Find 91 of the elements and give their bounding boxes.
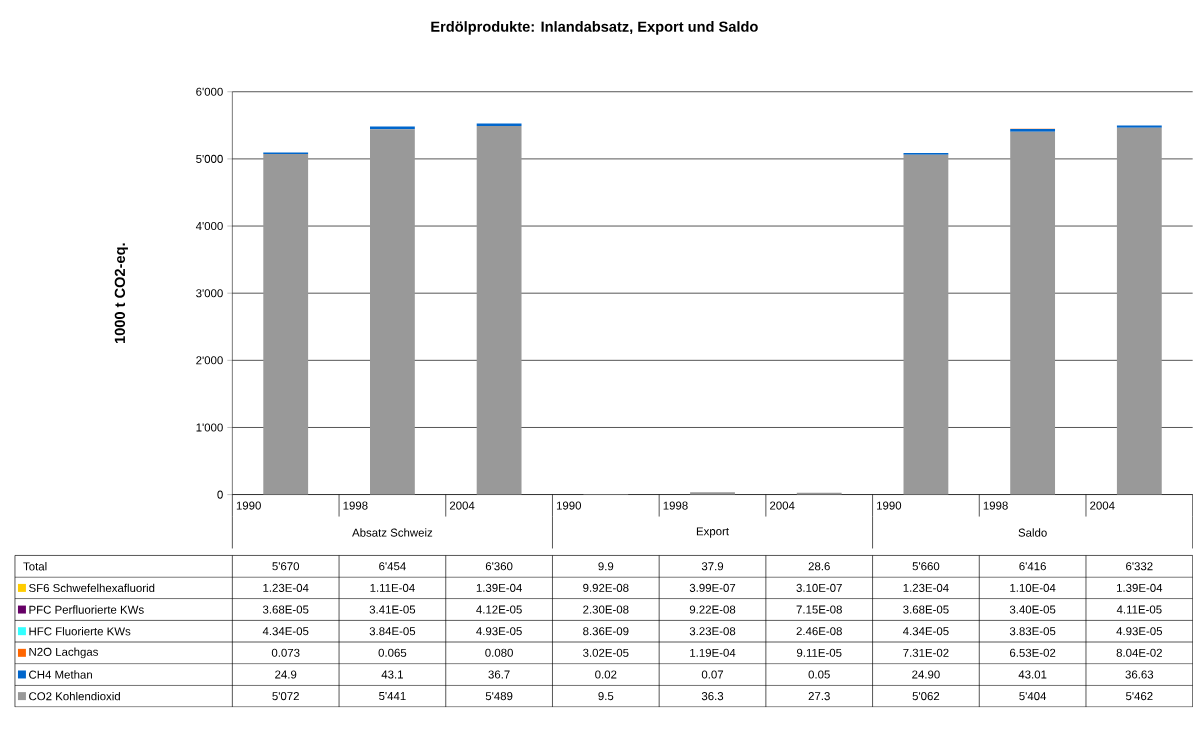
data-label: 1.39E-04 (476, 583, 522, 592)
legend-label: HFC Fluorierte KWs (29, 627, 131, 636)
data-label: 1.10E-04 (1010, 583, 1056, 592)
data-label: 6.53E-02 (1010, 648, 1056, 657)
data-label: 4.11E-05 (1116, 605, 1162, 614)
data-label: 0.065 (378, 648, 407, 657)
x-tick-label: 2004 (449, 501, 475, 510)
legend-label: SF6 Schwefelhexafluorid (29, 583, 155, 593)
data-label: 5'062 (912, 692, 940, 701)
data-label: 43.1 (381, 670, 403, 679)
y-tick-label: 0 (217, 490, 223, 499)
data-label: 36.3 (701, 692, 724, 701)
data-label: 2.46E-08 (796, 627, 842, 636)
data-label: 43.01 (1018, 670, 1047, 679)
text: 9.9 (598, 562, 614, 571)
y-tick-label: 1'000 (196, 423, 223, 432)
data-label: 9.92E-08 (583, 583, 629, 592)
data-label: 9.11E-05 (796, 648, 842, 657)
x-tick-label: 2004 (1090, 501, 1115, 510)
data-label: 4.34E-05 (902, 627, 949, 636)
text: 37.9 (701, 562, 724, 571)
x-tick-label: 1998 (343, 501, 368, 510)
data-label: 1.23E-04 (903, 583, 949, 592)
text: 5'670 (272, 562, 300, 571)
data-label: 4.12E-05 (476, 605, 522, 614)
data-label: 8.04E-02 (1116, 648, 1162, 657)
data-label: 4.93E-05 (476, 627, 522, 636)
data-label: 9.22E-08 (689, 605, 736, 614)
data-label: 3.41E-05 (369, 605, 416, 614)
data-label: 3.83E-05 (1009, 627, 1056, 636)
data-label: 1.19E-04 (690, 648, 736, 657)
data-label: 3.84E-05 (369, 627, 416, 636)
data-label: 1.11E-04 (370, 583, 415, 592)
text: Total (23, 562, 47, 571)
text: 5'660 (912, 562, 940, 571)
x-tick-label: 1998 (983, 501, 1008, 510)
data-label: 5'072 (272, 692, 299, 701)
data-label: 5'404 (1019, 692, 1047, 701)
text: 6'360 (485, 562, 513, 571)
data-label: 1.23E-04 (263, 583, 309, 592)
y-tick-label: 4'000 (195, 222, 223, 231)
chart-title: Erdölprodukte: Inlandabsatz, Export und Saldo (431, 21, 758, 35)
y-tick-label: 6'000 (196, 87, 223, 96)
data-label: 3.10E-07 (796, 583, 842, 592)
data-label: 3.23E-08 (689, 627, 736, 636)
data-label: 5'462 (1125, 692, 1153, 701)
text: Absatz Schweiz (352, 528, 433, 537)
y-tick-label: 3'000 (196, 289, 223, 298)
data-label: 0.02 (595, 670, 617, 679)
legend-label: CH4 Methan (29, 670, 92, 679)
data-label: 5'441 (379, 692, 406, 701)
data-label: 8.36E-09 (583, 627, 629, 636)
data-label: 7.31E-02 (903, 648, 949, 657)
legend-label: PFC Perfluorierte KWs (29, 605, 144, 614)
x-tick-label: 1990 (556, 501, 582, 510)
y-axis-title: 1000 t CO2-eq. (114, 243, 128, 344)
text: 28.6 (808, 562, 830, 571)
text: 6'416 (1019, 562, 1046, 571)
legend-label: N2O Lachgas (29, 647, 98, 659)
data-label: 36.7 (488, 670, 510, 679)
data-label: 1.39E-04 (1117, 583, 1163, 592)
data-label: 3.99E-07 (689, 583, 736, 592)
y-tick-label: 2'000 (196, 356, 223, 365)
x-tick-label: 2004 (770, 501, 795, 510)
x-tick-label: 1998 (663, 501, 688, 510)
data-label: 24.9 (275, 670, 297, 679)
text: Export (696, 527, 729, 538)
y-tick-label: 5'000 (196, 154, 223, 163)
data-label: 0.080 (485, 648, 513, 657)
data-label: 5'489 (485, 692, 513, 701)
data-label: 4.93E-05 (1116, 627, 1163, 636)
data-label: 27.3 (808, 692, 830, 701)
data-label: 4.34E-05 (262, 627, 309, 636)
data-label: 24.90 (912, 670, 940, 679)
data-label: 7.15E-08 (796, 605, 842, 614)
data-label: 0.05 (808, 670, 830, 679)
data-label: 3.68E-05 (262, 605, 309, 614)
text: 6'332 (1126, 562, 1153, 571)
x-tick-label: 1990 (236, 501, 261, 510)
data-label: 9.5 (598, 692, 614, 701)
data-label: 0.073 (271, 648, 300, 657)
text: Saldo (1018, 528, 1047, 537)
text: 6'454 (379, 562, 406, 571)
data-label: 0.07 (701, 670, 724, 679)
data-label: 3.02E-05 (583, 648, 629, 657)
data-label: 3.40E-05 (1009, 605, 1056, 614)
legend-label: CO2 Kohlendioxid (29, 691, 120, 701)
data-label: 3.68E-05 (903, 605, 949, 614)
data-label: 2.30E-08 (583, 605, 629, 614)
x-tick-label: 1990 (877, 501, 902, 510)
data-label: 36.63 (1125, 670, 1154, 679)
